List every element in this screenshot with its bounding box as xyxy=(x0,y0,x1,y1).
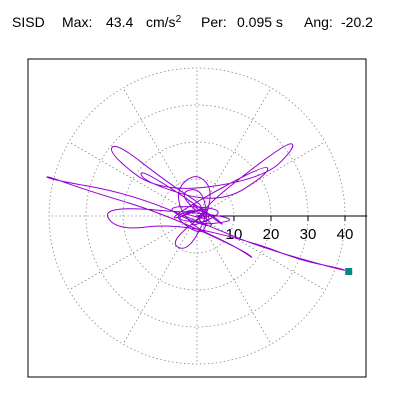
station-code: SISD xyxy=(12,14,45,30)
radial-tick-label: 30 xyxy=(300,226,317,243)
max-unit: cm/s 2 xyxy=(146,14,181,30)
max-label: Max: xyxy=(62,14,93,30)
ang-value: -20.2 xyxy=(341,14,373,30)
chart-title: SISD Max: 43.4 cm/s 2 Per: 0.095 s Ang: -… xyxy=(0,14,400,36)
ang-label: Ang: xyxy=(304,14,333,30)
max-unit-text: cm/s xyxy=(146,14,176,30)
radial-tick-label: 10 xyxy=(226,226,243,243)
radial-tick-label: 40 xyxy=(337,226,354,243)
end-marker-layer xyxy=(345,268,353,275)
grid-spoke xyxy=(68,141,198,217)
grid-spoke xyxy=(196,141,326,217)
particle-motion-trace xyxy=(46,143,346,271)
motion-trace-line xyxy=(46,143,346,271)
max-point-marker xyxy=(345,268,353,275)
per-label: Per: xyxy=(201,14,227,30)
radial-tick-label: 20 xyxy=(263,226,280,243)
grid-spoke xyxy=(196,215,272,345)
grid-spoke xyxy=(68,215,198,291)
per-value: 0.095 s xyxy=(237,14,283,30)
grid-spoke xyxy=(196,215,326,291)
max-value: 43.4 xyxy=(106,14,134,30)
grid-spoke xyxy=(122,215,198,345)
max-unit-exponent: 2 xyxy=(175,14,182,25)
